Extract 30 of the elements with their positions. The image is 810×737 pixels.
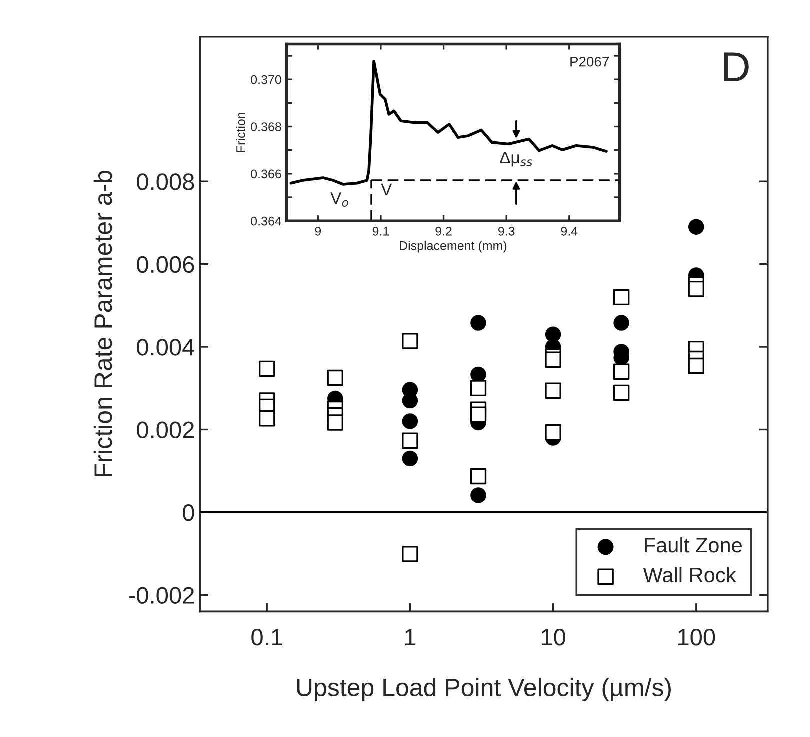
x-tick-label: 9.1 [372, 226, 390, 236]
y-tick-label: 0 [183, 504, 194, 522]
annotation: V [381, 184, 392, 196]
legend-label: Fault Zone [645, 537, 742, 553]
y-axis-title: Friction [236, 112, 246, 152]
x-tick-label: 1 [405, 629, 416, 646]
y-tick-label: 0.368 [251, 122, 282, 132]
y-tick-label: 0.006 [137, 256, 194, 274]
y-tick-label: 0.002 [137, 422, 194, 439]
x-tick-label: 9.4 [561, 226, 578, 236]
annotation: V$_{o}$ [330, 192, 348, 208]
x-tick-label: 9.2 [436, 226, 452, 236]
y-tick-label: 0.364 [251, 216, 282, 226]
y-tick-label: 0.366 [251, 170, 282, 179]
x-axis-title: Displacement (mm) [400, 241, 507, 253]
x-tick-label: 0.1 [252, 629, 282, 646]
annotation: P2067 [570, 56, 609, 67]
x-tick-label: 9 [315, 226, 322, 236]
annotation: Δμ$_{ss}$ [500, 152, 532, 167]
y-axis-title: Friction Rate Parameter a-b [94, 171, 112, 476]
y-tick-label: 0.008 [137, 174, 194, 190]
legend-label: Wall Rock [643, 567, 736, 583]
x-axis-title: Upstep Load Point Velocity (µm/s) [297, 678, 671, 702]
x-tick-label: 10 [542, 629, 566, 646]
y-tick-label: -0.002 [129, 587, 194, 604]
x-tick-label: 9.3 [498, 226, 515, 236]
y-tick-label: 0.004 [137, 339, 195, 356]
annotation: D [724, 52, 749, 82]
y-tick-label: 0.370 [251, 75, 282, 84]
x-tick-label: 100 [678, 629, 716, 646]
